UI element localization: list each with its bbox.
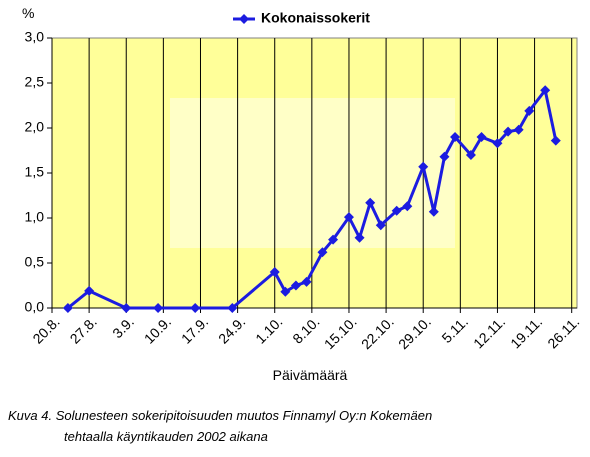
data-point: [62, 303, 73, 313]
data-point: [365, 197, 376, 208]
data-point: [354, 232, 365, 243]
x-axis-title: Päivämäärä: [273, 367, 348, 383]
x-tick-label: 20.8.: [29, 313, 62, 346]
x-tick-label: 17.9.: [178, 313, 211, 346]
data-point: [301, 276, 312, 287]
y-tick-label: 1,5: [25, 164, 45, 180]
data-point: [227, 303, 238, 313]
legend-marker: [239, 14, 249, 24]
data-point: [343, 212, 354, 223]
x-tick-label: 3.9.: [109, 313, 137, 341]
data-point: [503, 126, 514, 137]
x-tick-label: 19.11.: [507, 313, 545, 351]
data-point: [402, 201, 413, 212]
data-point: [428, 206, 439, 217]
data-point: [476, 132, 487, 142]
x-tick-label: 22.10.: [358, 313, 397, 352]
watermark: [170, 98, 455, 248]
x-tick-label: 27.8.: [67, 313, 100, 346]
data-point: [513, 124, 524, 135]
data-point: [540, 85, 551, 96]
data-point: [439, 151, 450, 162]
x-tick-label: 12.11.: [470, 313, 508, 351]
caption: tehtaalla käyntikauden 2002 aikana: [64, 429, 268, 444]
data-point: [328, 234, 339, 245]
data-point: [550, 135, 561, 146]
y-tick-label: 2,0: [25, 119, 45, 135]
x-tick-label: 24.9.: [215, 313, 248, 346]
data-point: [492, 138, 503, 149]
data-point: [280, 286, 291, 297]
caption: Kuva 4. Solunesteen sokeripitoisuuden mu…: [8, 408, 432, 423]
data-point: [391, 205, 402, 216]
y-tick-label: 2,5: [25, 74, 45, 90]
data-point: [269, 267, 280, 277]
data-point: [524, 105, 535, 116]
y-tick-label: 1,0: [25, 209, 45, 225]
data-point: [121, 303, 132, 313]
x-tick-label: 8.10.: [289, 313, 322, 346]
data-point: [190, 303, 201, 313]
y-tick-label: 0,0: [25, 299, 45, 315]
x-tick-label: 1.10.: [252, 313, 285, 346]
y-tick-label: 0,5: [25, 254, 45, 270]
data-point: [317, 247, 328, 258]
y-unit: %: [22, 5, 34, 21]
x-tick-label: 15.10.: [321, 313, 360, 352]
data-point: [290, 280, 301, 291]
x-tick-label: 29.10.: [395, 313, 434, 352]
plot-area: [51, 37, 578, 309]
data-point: [418, 161, 429, 172]
x-tick-label: 10.9.: [141, 313, 174, 346]
data-point: [375, 220, 386, 231]
x-tick-label: 26.11.: [544, 313, 582, 351]
data-point: [84, 285, 95, 296]
data-point: [153, 303, 164, 313]
data-point: [465, 150, 476, 160]
legend-label: Kokonaissokerit: [261, 10, 370, 26]
data-point: [450, 132, 461, 142]
x-tick-label: 5.11.: [438, 313, 471, 346]
y-tick-label: 3,0: [25, 29, 45, 45]
